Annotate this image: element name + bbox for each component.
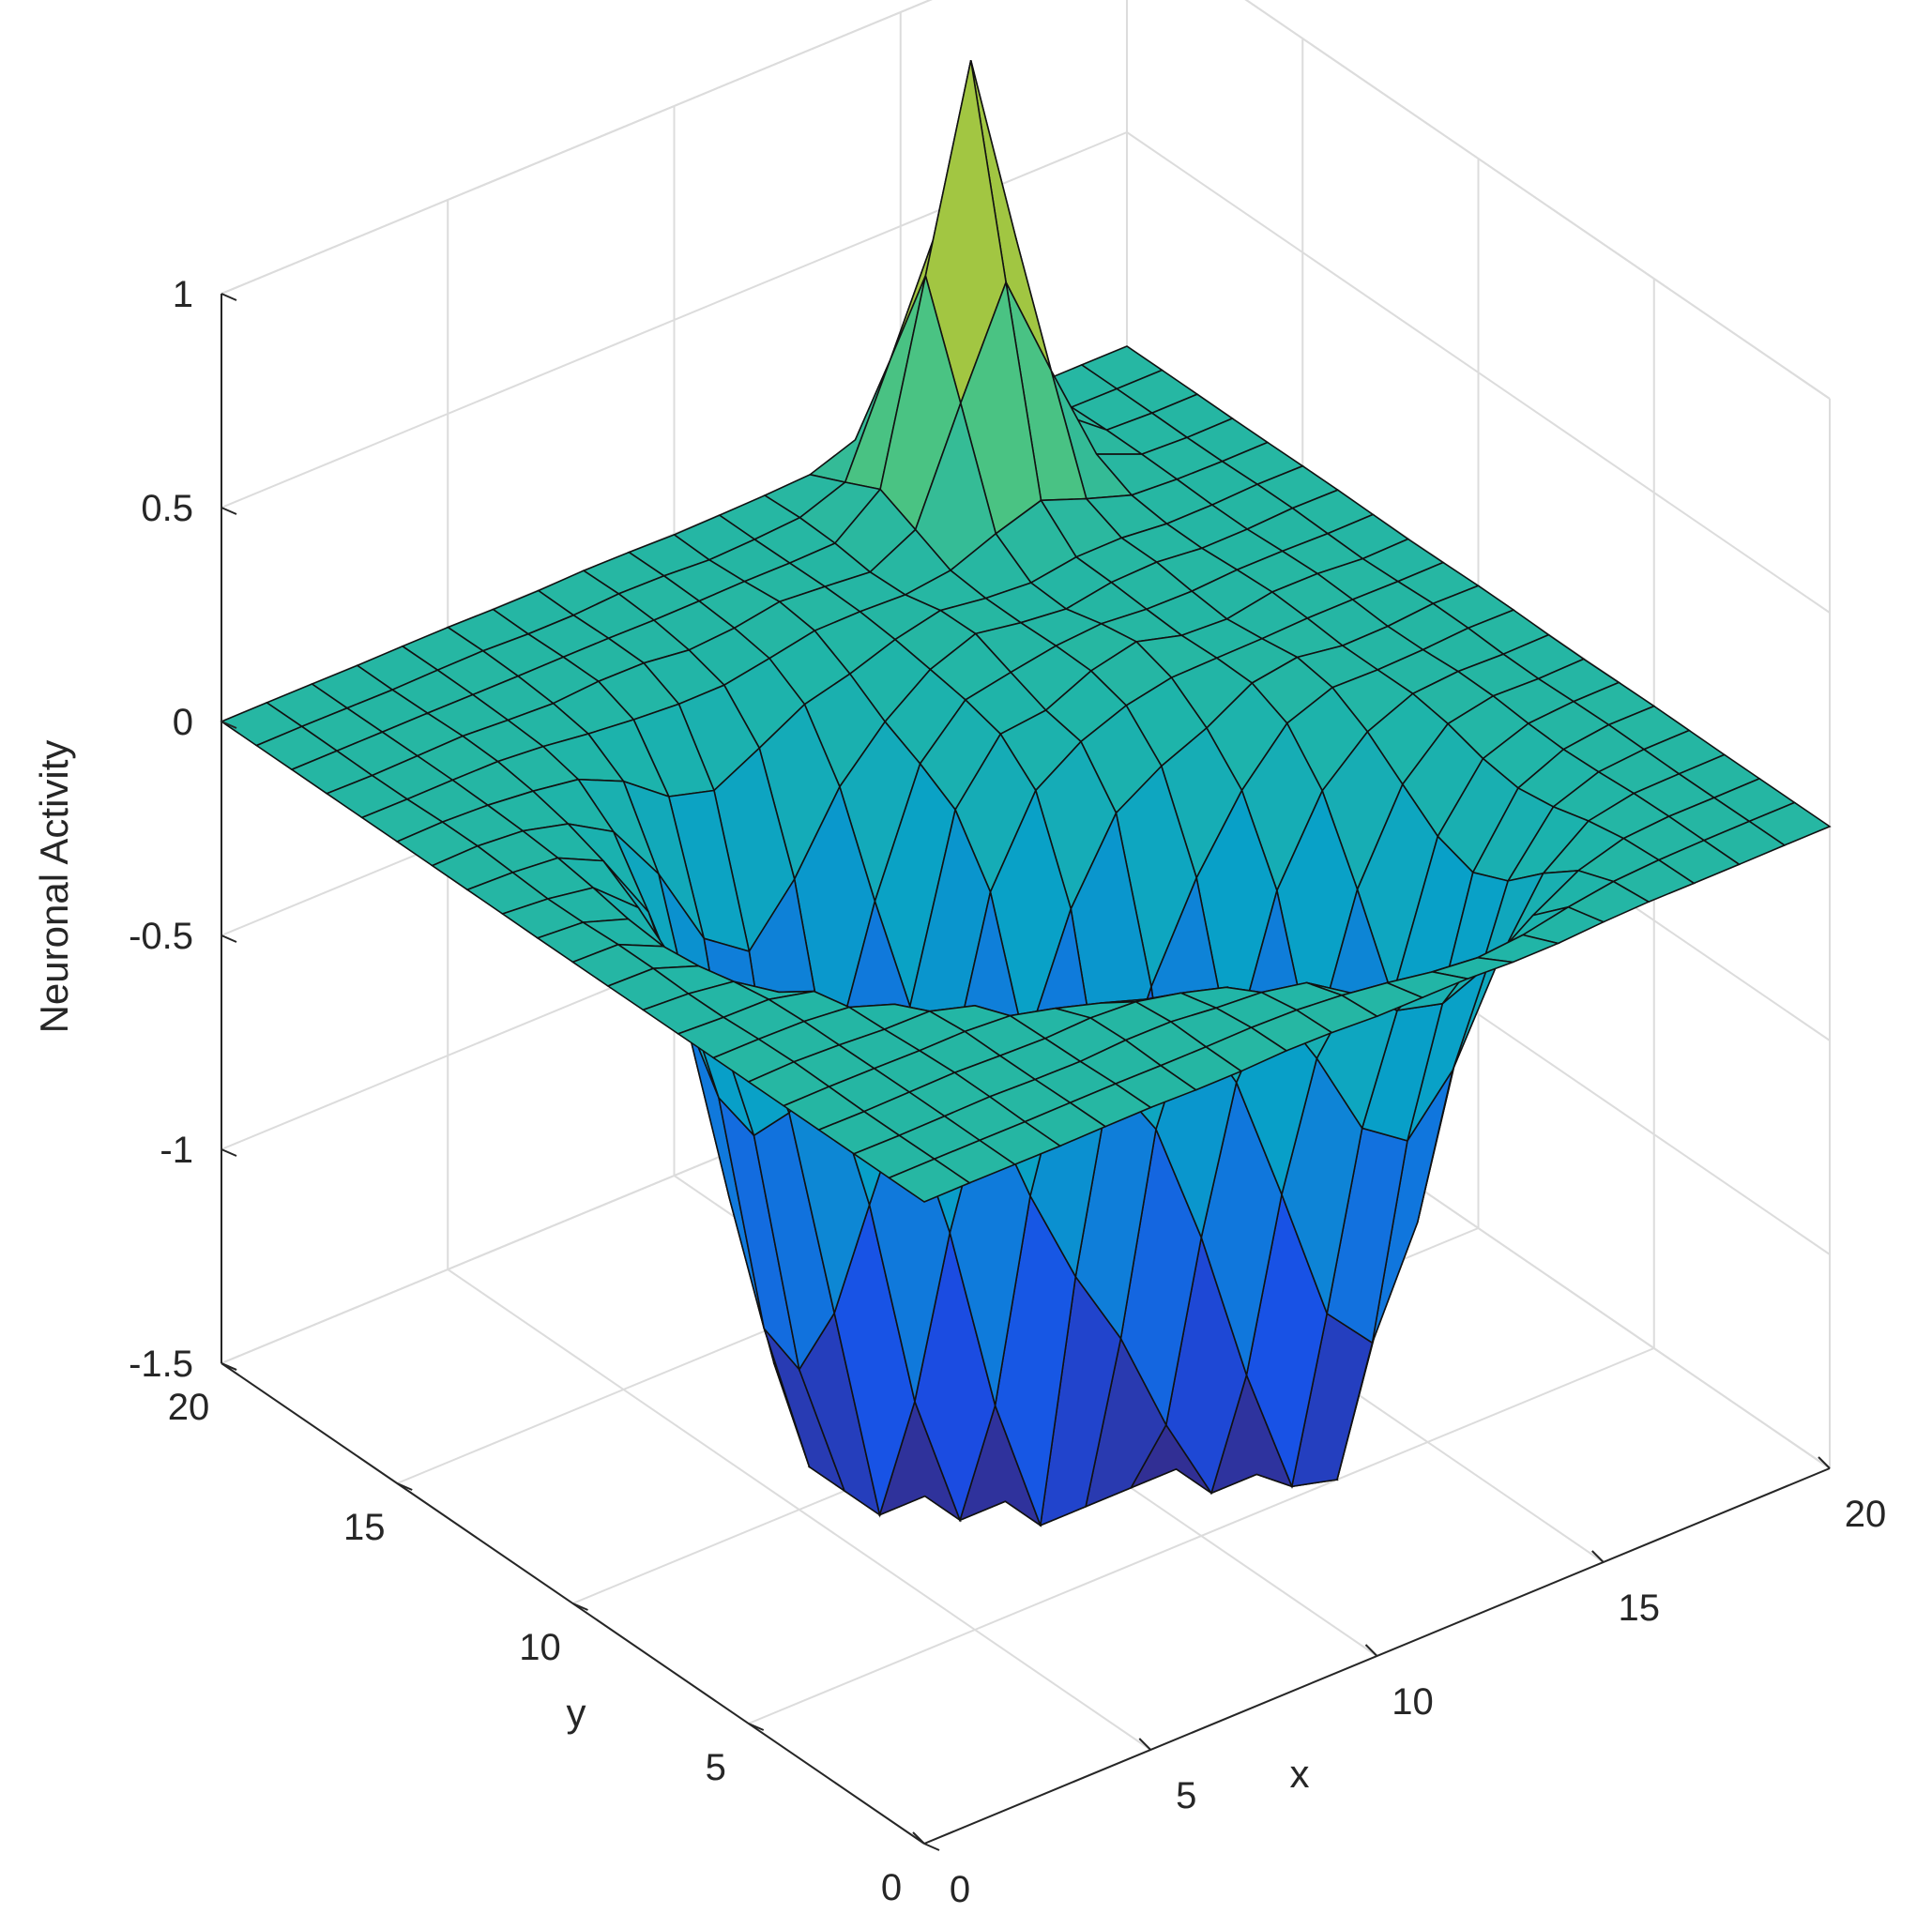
z-tick (221, 293, 237, 301)
y-tick-label: 20 (168, 1387, 210, 1428)
x-axis-label: x (1290, 1752, 1310, 1796)
z-tick-label: 0.5 (141, 488, 193, 529)
x-tick (1364, 1644, 1378, 1657)
y-tick-label: 0 (881, 1867, 902, 1908)
x-tick (1818, 1456, 1831, 1469)
x-tick-label: 10 (1392, 1681, 1434, 1723)
surface-cell (887, 1158, 971, 1203)
y-tick-label: 15 (343, 1507, 386, 1548)
x-tick-label: 5 (1176, 1775, 1196, 1816)
y-tick (923, 1843, 940, 1851)
grid-line (748, 1347, 1655, 1724)
x-tick (1138, 1738, 1151, 1751)
box-edge (221, 0, 933, 295)
x-tick (912, 1831, 925, 1845)
surface-mesh (220, 60, 1832, 1527)
y-tick (396, 1482, 413, 1491)
x-tick (1591, 1550, 1605, 1563)
z-tick-label: 1 (173, 274, 193, 315)
x-tick-label: 0 (950, 1869, 970, 1910)
x-tick-label: 15 (1619, 1587, 1661, 1629)
y-tick (572, 1603, 588, 1611)
z-tick-label: 0 (173, 702, 193, 743)
y-tick-label: 10 (519, 1627, 561, 1668)
y-tick (748, 1723, 765, 1731)
z-tick-label: -0.5 (129, 916, 193, 957)
x-tick-label: 20 (1845, 1494, 1887, 1535)
axes (221, 293, 1831, 1851)
z-tick (221, 721, 237, 729)
z-tick-label: -1 (160, 1130, 193, 1171)
z-axis-label: Neuronal Activity (32, 740, 76, 1034)
z-tick (221, 934, 237, 943)
z-tick (221, 1148, 237, 1157)
y-axis-label: y (567, 1691, 586, 1735)
box-edge (1244, 0, 1831, 400)
grid-line (1126, 131, 1831, 614)
z-tick-label: -1.5 (129, 1344, 193, 1385)
y-tick-label: 5 (706, 1747, 726, 1788)
z-tick (221, 1362, 237, 1371)
z-tick (221, 507, 237, 515)
